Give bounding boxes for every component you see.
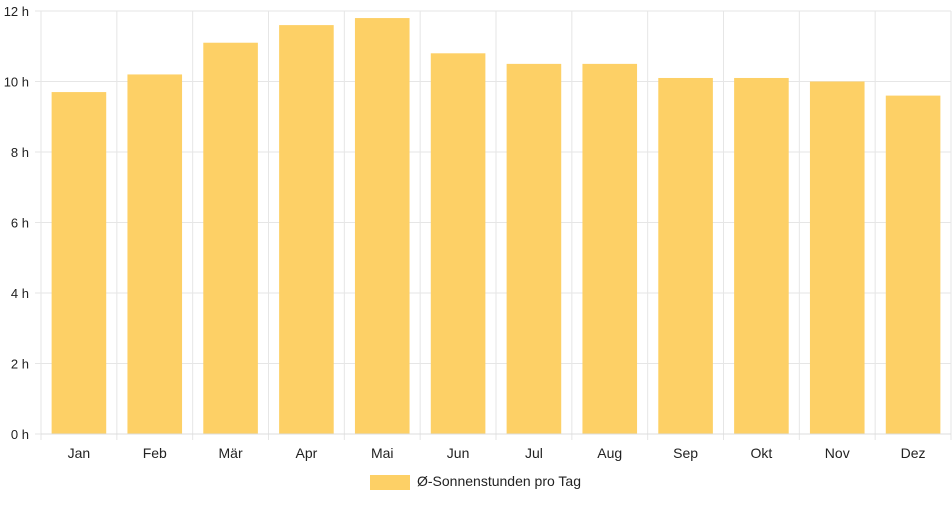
y-tick-label: 10 h [4,75,29,90]
x-tick-label: Jun [447,445,470,461]
bar-mär[interactable] [203,42,258,434]
bar-okt[interactable] [734,77,789,434]
bar-apr[interactable] [279,25,334,434]
x-tick-label: Jan [68,445,91,461]
y-tick-label: 2 h [11,357,29,372]
x-tick-label: Nov [825,445,850,461]
legend-label[interactable]: Ø-Sonnenstunden pro Tag [417,473,581,489]
y-tick-label: 0 h [11,427,29,442]
y-tick-label: 4 h [11,286,29,301]
x-tick-label: Dez [901,445,926,461]
bar-nov[interactable] [809,81,865,435]
legend-swatch[interactable] [370,475,410,490]
x-tick-label: Feb [143,445,167,461]
x-tick-label: Jul [525,445,543,461]
x-tick-label: Sep [673,445,698,461]
bar-dez[interactable] [885,95,941,434]
axes: 0 h 2 h 4 h 6 h 8 h 10 h 12 h Jan Feb Mär Apr Mai Ju… [4,4,951,461]
bar-feb[interactable] [127,74,183,434]
bar-mai[interactable] [354,18,410,435]
bar-jan[interactable] [51,92,107,434]
bar-jun[interactable] [430,53,486,435]
x-tick-label: Okt [751,445,773,461]
y-tick-label: 8 h [11,145,29,160]
x-tick-label: Mai [371,445,394,461]
x-tick-label: Mär [219,445,243,461]
x-tick-label: Aug [597,445,622,461]
grid-lines [35,10,952,440]
bar-aug[interactable] [582,63,638,434]
y-tick-label: 6 h [11,216,29,231]
bar-sep[interactable] [658,77,713,434]
bars [51,18,941,435]
y-tick-label: 12 h [4,4,29,19]
legend[interactable]: Ø-Sonnenstunden pro Tag [370,473,581,490]
bar-jul[interactable] [506,63,562,434]
x-tick-label: Apr [296,445,318,461]
